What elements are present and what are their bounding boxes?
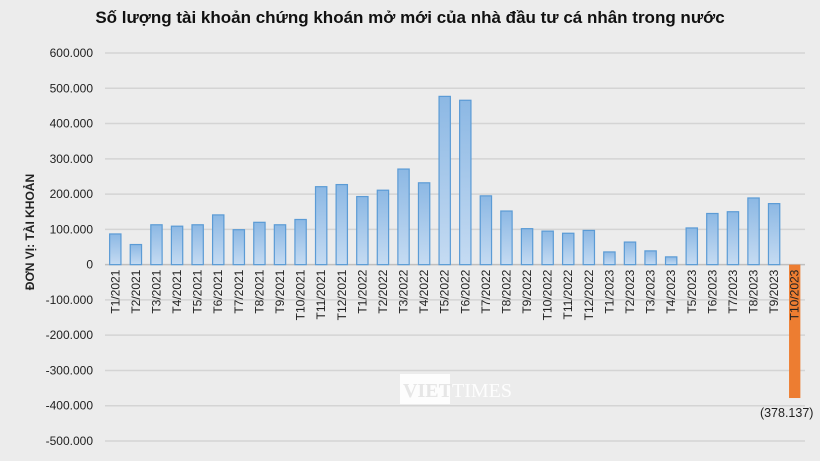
bar-T7-2021 [232,229,246,266]
x-tick-label: T10/2023 [788,269,802,320]
bar-T8-2023 [747,197,760,266]
bar-T3-2021 [150,224,163,266]
watermark-left: VIET [403,380,453,402]
bar-T9-2022 [520,228,534,266]
y-tick-label: -200.000 [46,328,94,342]
bar-T2-2021 [129,243,143,266]
x-tick-label: T9/2021 [273,269,287,313]
bar-T1-2021 [109,233,122,266]
x-tick-label: T4/2021 [170,269,184,313]
x-tick-label: T9/2023 [767,269,781,313]
x-tick-label: T1/2021 [108,269,122,313]
x-tick-label: T2/2022 [376,269,390,313]
x-tick-label: T2/2021 [129,269,143,313]
bar-T5-2022 [438,95,451,266]
bar-T9-2023 [767,203,781,266]
y-tick-label: 400.000 [50,117,94,131]
bar-T6-2023 [706,212,719,266]
y-tick-label: 100.000 [50,222,94,236]
x-tick-label: T11/2022 [561,269,575,319]
x-tick-label: T9/2022 [520,269,534,313]
x-tick-label: T5/2021 [191,269,205,313]
x-tick-label: T1/2022 [355,269,369,313]
x-tick-label: T3/2021 [149,269,163,313]
x-tick-label: T7/2021 [232,269,246,313]
bar-T3-2022 [397,168,410,266]
x-tick-label: T7/2023 [726,269,740,313]
x-tick-label: T12/2022 [582,269,596,320]
y-tick-label: 0 [86,258,93,272]
x-tick-label: T10/2021 [294,269,308,320]
viettimes-watermark: VIET TIMES [400,374,512,404]
watermark-right: TIMES [452,380,512,402]
bar-T10-2021 [294,218,307,266]
x-tick-label: T2/2023 [623,269,637,313]
bar-T6-2021 [211,214,225,266]
bar-T12-2021 [335,183,349,266]
x-tick-label: T5/2022 [438,269,452,313]
x-tick-label: T8/2023 [747,269,761,313]
x-tick-label: T5/2023 [685,269,699,313]
x-tick-label: T8/2021 [252,269,266,313]
y-tick-label: 500.000 [50,81,94,95]
chart-title: Số lượng tài khoản chứng khoán mở mới củ… [95,8,725,27]
x-tick-label: T12/2021 [335,269,349,320]
bar-T7-2022 [479,195,493,266]
y-tick-label: -100.000 [46,293,94,307]
bar-T7-2023 [726,211,740,266]
bar-T1-2022 [356,195,369,266]
bar-T1-2023 [603,251,616,266]
bar-T10-2022 [541,230,554,266]
bar-T3-2023 [644,250,657,266]
bar-T11-2021 [314,186,328,266]
x-tick-label: T8/2022 [499,269,513,313]
x-tick-label: T6/2022 [458,269,472,313]
y-tick-label: -500.000 [46,434,94,448]
x-tick-label: T7/2022 [479,269,493,313]
x-tick-label: T10/2022 [541,269,555,320]
x-tick-label: T6/2021 [211,269,225,313]
y-tick-label: -300.000 [46,363,94,377]
data-label: (378.137) [760,406,814,420]
x-tick-label: T4/2022 [417,269,431,313]
y-tick-label: 300.000 [50,152,94,166]
bar-T12-2022 [582,229,596,266]
y-tick-label: -400.000 [46,399,94,413]
bar-T6-2022 [459,99,472,266]
x-tick-label: T1/2023 [602,269,616,313]
x-tick-label: T3/2022 [397,269,411,313]
x-tick-label: T4/2023 [664,269,678,313]
y-tick-label: 200.000 [50,187,94,201]
bar-T4-2023 [664,256,678,266]
bar-T2-2022 [376,189,390,266]
bar-T4-2021 [170,225,184,266]
x-tick-label: T6/2023 [705,269,719,313]
bar-T5-2023 [685,227,699,266]
bar-T8-2022 [500,210,513,266]
x-tick-label: T11/2021 [314,269,328,319]
bar-T4-2022 [417,182,431,266]
bar-T10-2023 [789,264,801,399]
bar-T9-2021 [273,224,287,266]
bar-T2-2023 [623,241,637,266]
y-axis-label: ĐƠN VỊ: TÀI KHOẢN [22,174,37,290]
bar-T5-2021 [191,224,204,266]
bar-T11-2022 [561,232,575,266]
bar-T8-2021 [253,221,266,266]
x-tick-label: T3/2023 [644,269,658,313]
y-tick-label: 600.000 [50,46,94,60]
